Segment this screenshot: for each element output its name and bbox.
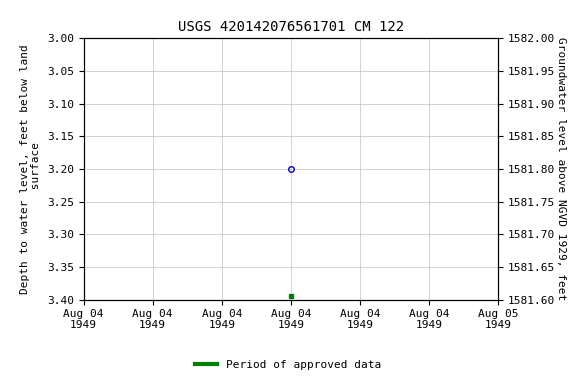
Legend: Period of approved data: Period of approved data: [191, 356, 385, 375]
Title: USGS 420142076561701 CM 122: USGS 420142076561701 CM 122: [178, 20, 404, 35]
Y-axis label: Depth to water level, feet below land
 surface: Depth to water level, feet below land su…: [20, 44, 41, 294]
Y-axis label: Groundwater level above NGVD 1929, feet: Groundwater level above NGVD 1929, feet: [556, 37, 566, 301]
